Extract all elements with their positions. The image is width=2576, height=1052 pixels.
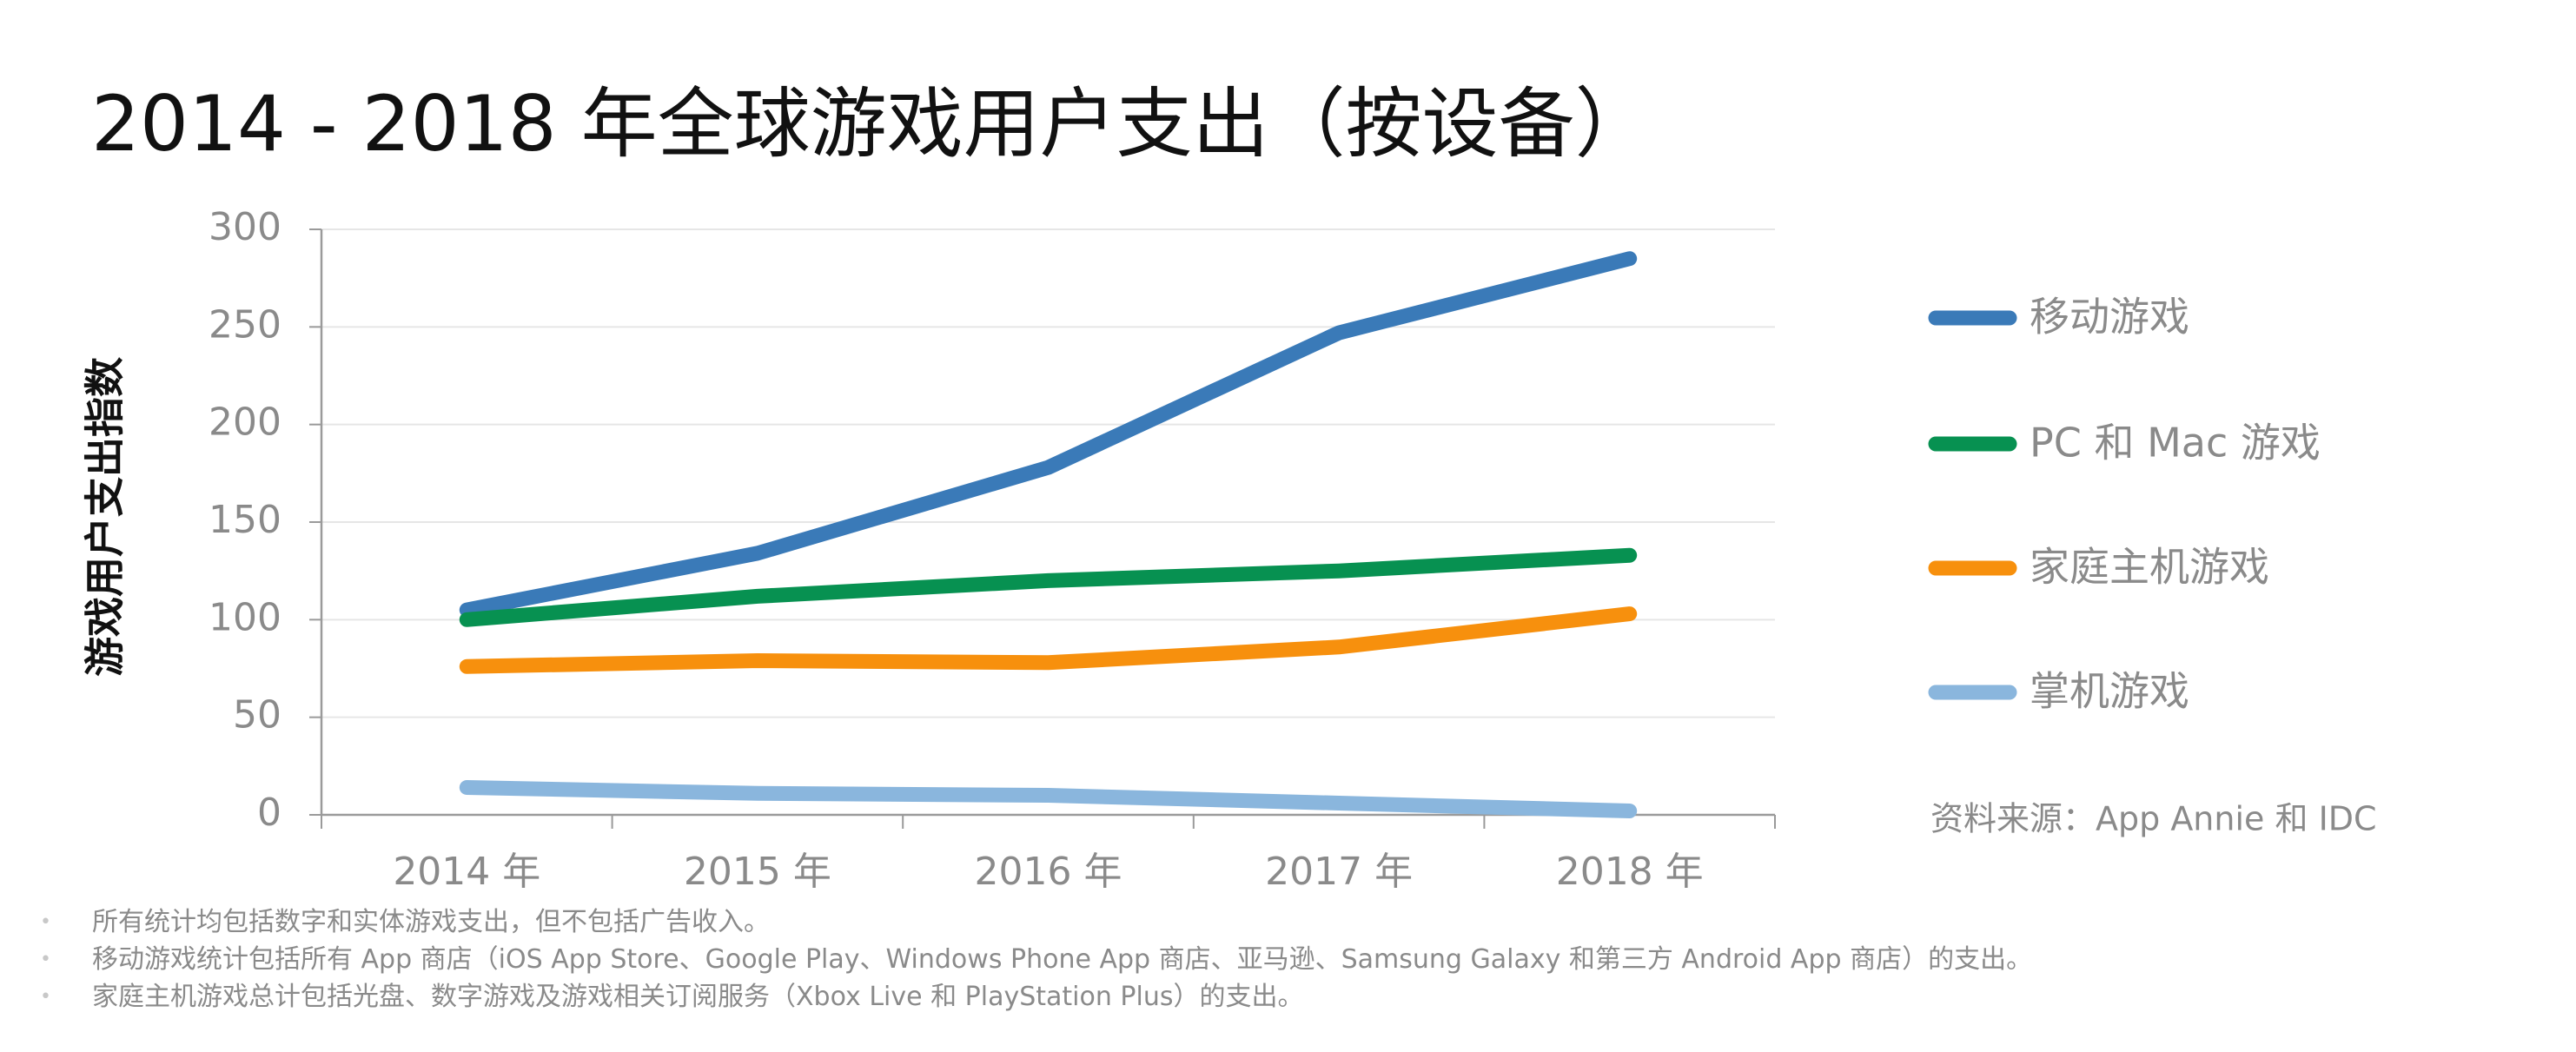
page-title: 2014 - 2018 年全球游戏用户支出（按设备） <box>91 79 1652 169</box>
series-line-2 <box>459 547 1638 627</box>
x-tick-label: 2014 年 <box>393 850 540 894</box>
footnote-text: 移动游戏统计包括所有 App 商店（iOS App Store、Google P… <box>92 944 2033 975</box>
series-line-4 <box>459 780 1638 818</box>
y-tick-label: 100 <box>209 595 281 639</box>
x-tick-label: 2018 年 <box>1556 850 1704 894</box>
footnote-item: • 家庭主机游戏总计包括光盘、数字游戏及游戏相关订阅服务（Xbox Live 和 … <box>40 978 2032 1016</box>
bullet-icon: • <box>40 911 51 933</box>
series-line-3 <box>459 606 1638 674</box>
y-tick-label: 50 <box>233 693 281 738</box>
x-tick-label: 2017 年 <box>1265 850 1413 894</box>
y-tick-label: 250 <box>209 302 281 347</box>
y-tick-label: 300 <box>209 205 281 249</box>
y-tick-label: 0 <box>257 791 281 835</box>
footnotes: • 所有统计均包括数字和实体游戏支出，但不包括广告收入。 • 移动游戏统计包括所有 A… <box>40 903 2032 1016</box>
y-tick-label: 200 <box>209 400 281 445</box>
legend-label-2: PC 和 Mac 游戏 <box>2030 420 2321 466</box>
x-tick-label: 2016 年 <box>975 850 1122 894</box>
legend-label-1: 移动游戏 <box>2030 294 2189 341</box>
footnote-text: 家庭主机游戏总计包括光盘、数字游戏及游戏相关订阅服务（Xbox Live 和 P… <box>92 982 1304 1012</box>
legend-label-4: 掌机游戏 <box>2030 668 2189 715</box>
footnote-item: • 所有统计均包括数字和实体游戏支出，但不包括广告收入。 <box>40 903 2032 941</box>
footnote-text: 所有统计均包括数字和实体游戏支出，但不包括广告收入。 <box>92 907 770 937</box>
bullet-icon: • <box>40 949 51 970</box>
series-line-1 <box>459 251 1638 618</box>
y-tick-label: 150 <box>209 498 281 542</box>
footnote-item: • 移动游戏统计包括所有 App 商店（iOS App Store、Google … <box>40 941 2032 978</box>
legend-label-3: 家庭主机游戏 <box>2030 544 2269 591</box>
gridlines <box>321 228 1775 718</box>
x-tick-label: 2015 年 <box>684 850 831 894</box>
series-lines <box>459 251 1638 818</box>
source-note: 资料来源：App Annie 和 IDC <box>1930 800 2377 838</box>
y-axis-label: 游戏用户支出指数 <box>82 357 129 677</box>
bullet-icon: • <box>40 986 51 1008</box>
